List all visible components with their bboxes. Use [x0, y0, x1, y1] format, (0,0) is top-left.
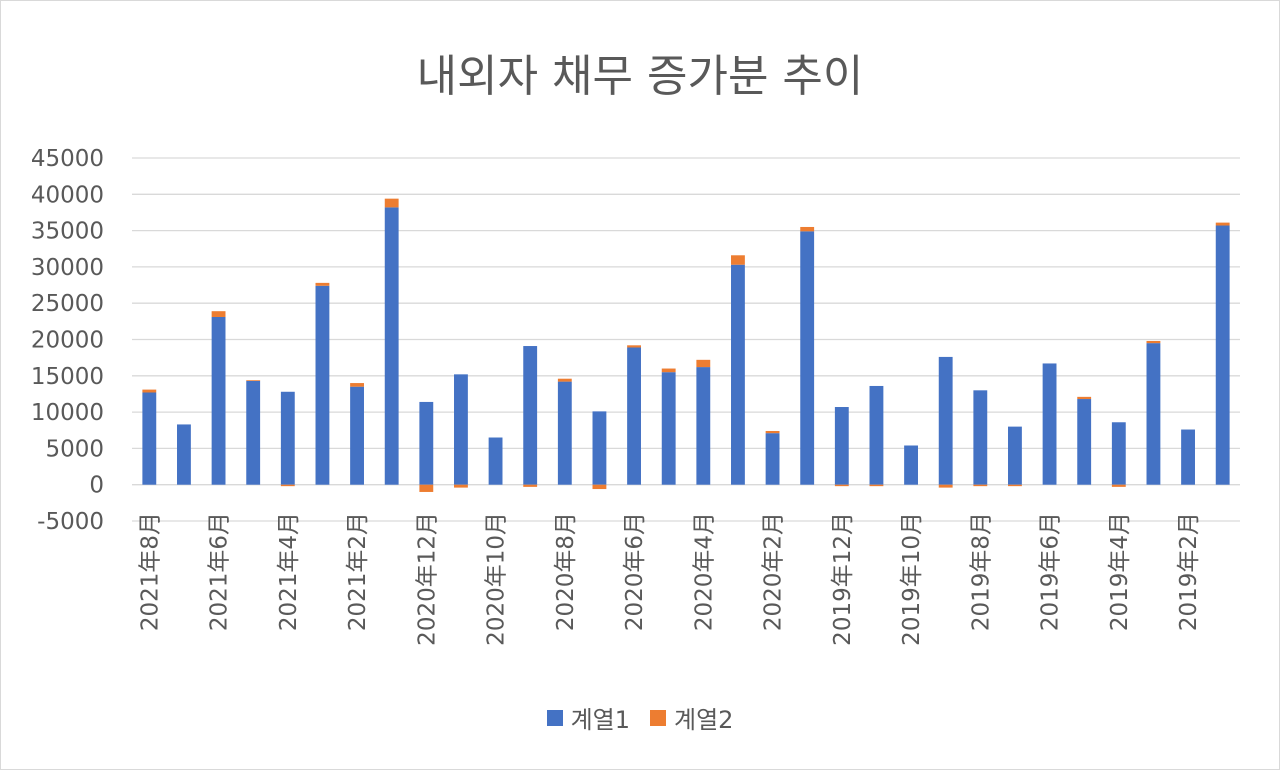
bar-series-2: [1215, 222, 1230, 226]
bar-series-2: [661, 368, 676, 373]
legend-label-series-1: 계열1: [570, 706, 630, 734]
bar-series-2: [973, 484, 988, 487]
y-tick-label: 20000: [31, 328, 104, 354]
bar-series-1: [592, 411, 607, 485]
bar-series-2: [1111, 484, 1126, 487]
bar-series-2: [696, 359, 711, 368]
x-tick-label: 2019年8月: [968, 512, 994, 631]
bar-series-2: [1077, 396, 1092, 400]
bar-series-1: [696, 367, 711, 485]
bars: [142, 198, 1230, 492]
x-tick-label: 2019年4月: [1107, 512, 1133, 631]
y-tick-label: 30000: [31, 255, 104, 281]
bar-series-1: [765, 433, 780, 485]
chart-title: 내외자 채무 증가분 추이: [416, 51, 864, 102]
bar-series-2: [731, 255, 745, 265]
x-tick-label: 2019年2月: [1176, 512, 1202, 631]
bar-series-2: [280, 484, 295, 487]
legend: 계열1 계열2: [0, 700, 1280, 735]
gridlines: [132, 157, 1240, 522]
bar-series-1: [1181, 429, 1195, 485]
bar-series-1: [211, 316, 226, 485]
x-tick-label: 2020年12月: [414, 512, 440, 646]
bar-series-1: [973, 390, 988, 485]
bar-series-2: [592, 484, 607, 490]
bar-series-2: [834, 484, 849, 487]
y-tick-label: 5000: [45, 436, 104, 462]
bar-series-1: [1008, 426, 1022, 485]
bar-series-1: [904, 445, 918, 485]
bar-series-1: [1042, 363, 1057, 485]
bar-series-1: [384, 207, 399, 485]
y-axis-ticks: -5000 0 5000 10000 15000 20000 25000 30000 35000…: [31, 146, 104, 535]
bar-series-1: [869, 385, 884, 485]
bar-series-1: [1215, 225, 1230, 485]
x-tick-label: 2021年8月: [137, 512, 163, 631]
x-tick-label: 2020年8月: [553, 512, 579, 631]
bar-series-2: [211, 311, 226, 317]
bar-series-2: [627, 345, 641, 348]
bar-series-2: [938, 484, 953, 488]
y-tick-label: -5000: [37, 509, 104, 535]
x-tick-label: 2020年6月: [622, 512, 648, 631]
x-tick-label: 2020年10月: [484, 512, 510, 646]
bar-series-1: [246, 380, 261, 485]
x-tick-label: 2021年4月: [276, 512, 302, 631]
bar-series-1: [419, 401, 434, 485]
bar-series-1: [350, 386, 364, 485]
bar-series-2: [315, 282, 330, 286]
x-tick-label: 2020年2月: [761, 512, 787, 631]
y-tick-label: 15000: [31, 364, 104, 390]
x-axis-ticks: 2021年8月 2021年6月 2021年4月 2021年2月 2020年12月 2020…: [137, 512, 1202, 646]
x-tick-label: 2019年12月: [830, 512, 856, 646]
x-tick-label: 2019年6月: [1038, 512, 1064, 631]
bar-series-1: [315, 285, 330, 485]
bar-series-2: [454, 484, 468, 488]
legend-item-series-2: 계열2: [650, 700, 733, 735]
bar-series-1: [142, 392, 157, 485]
bar-series-1: [1146, 343, 1161, 485]
bar-series-1: [800, 231, 815, 485]
legend-swatch-series-1: [546, 709, 563, 726]
y-tick-label: 0: [89, 473, 104, 499]
bar-series-1: [731, 264, 745, 485]
bar-series-1: [557, 381, 572, 485]
bar-series-2: [765, 430, 780, 434]
x-tick-label: 2021年2月: [345, 512, 371, 631]
bar-series-1: [1077, 399, 1092, 485]
y-tick-label: 10000: [31, 400, 104, 426]
bar-series-2: [419, 484, 434, 492]
y-tick-label: 45000: [31, 146, 104, 172]
bar-series-2: [1146, 340, 1161, 344]
legend-label-series-2: 계열2: [674, 706, 734, 734]
bar-series-1: [488, 437, 503, 485]
y-tick-label: 25000: [31, 291, 104, 317]
y-tick-label: 40000: [31, 182, 104, 208]
bar-series-2: [350, 383, 364, 387]
bar-series-1: [177, 424, 191, 485]
x-tick-label: 2020年4月: [691, 512, 717, 631]
bar-series-2: [800, 226, 815, 232]
bar-series-1: [834, 407, 849, 485]
bar-series-2: [523, 484, 538, 487]
bar-series-1: [454, 374, 468, 485]
bar-series-1: [280, 391, 295, 485]
bar-series-2: [142, 389, 157, 393]
bar-series-1: [627, 347, 641, 485]
bar-series-1: [523, 346, 538, 485]
bar-series-1: [661, 372, 676, 485]
legend-swatch-series-2: [650, 709, 666, 726]
bar-series-2: [869, 484, 884, 487]
y-tick-label: 35000: [31, 219, 104, 245]
x-tick-label: 2021年6月: [207, 512, 233, 631]
bar-series-2: [1008, 484, 1022, 487]
bar-series-2: [557, 378, 572, 382]
x-tick-label: 2019年10月: [899, 512, 925, 646]
bar-series-1: [1111, 422, 1126, 485]
bar-series-1: [938, 356, 953, 485]
bar-series-2: [384, 198, 399, 208]
legend-item-series-1: 계열1: [546, 700, 630, 735]
bar-series-2: [246, 380, 261, 381]
